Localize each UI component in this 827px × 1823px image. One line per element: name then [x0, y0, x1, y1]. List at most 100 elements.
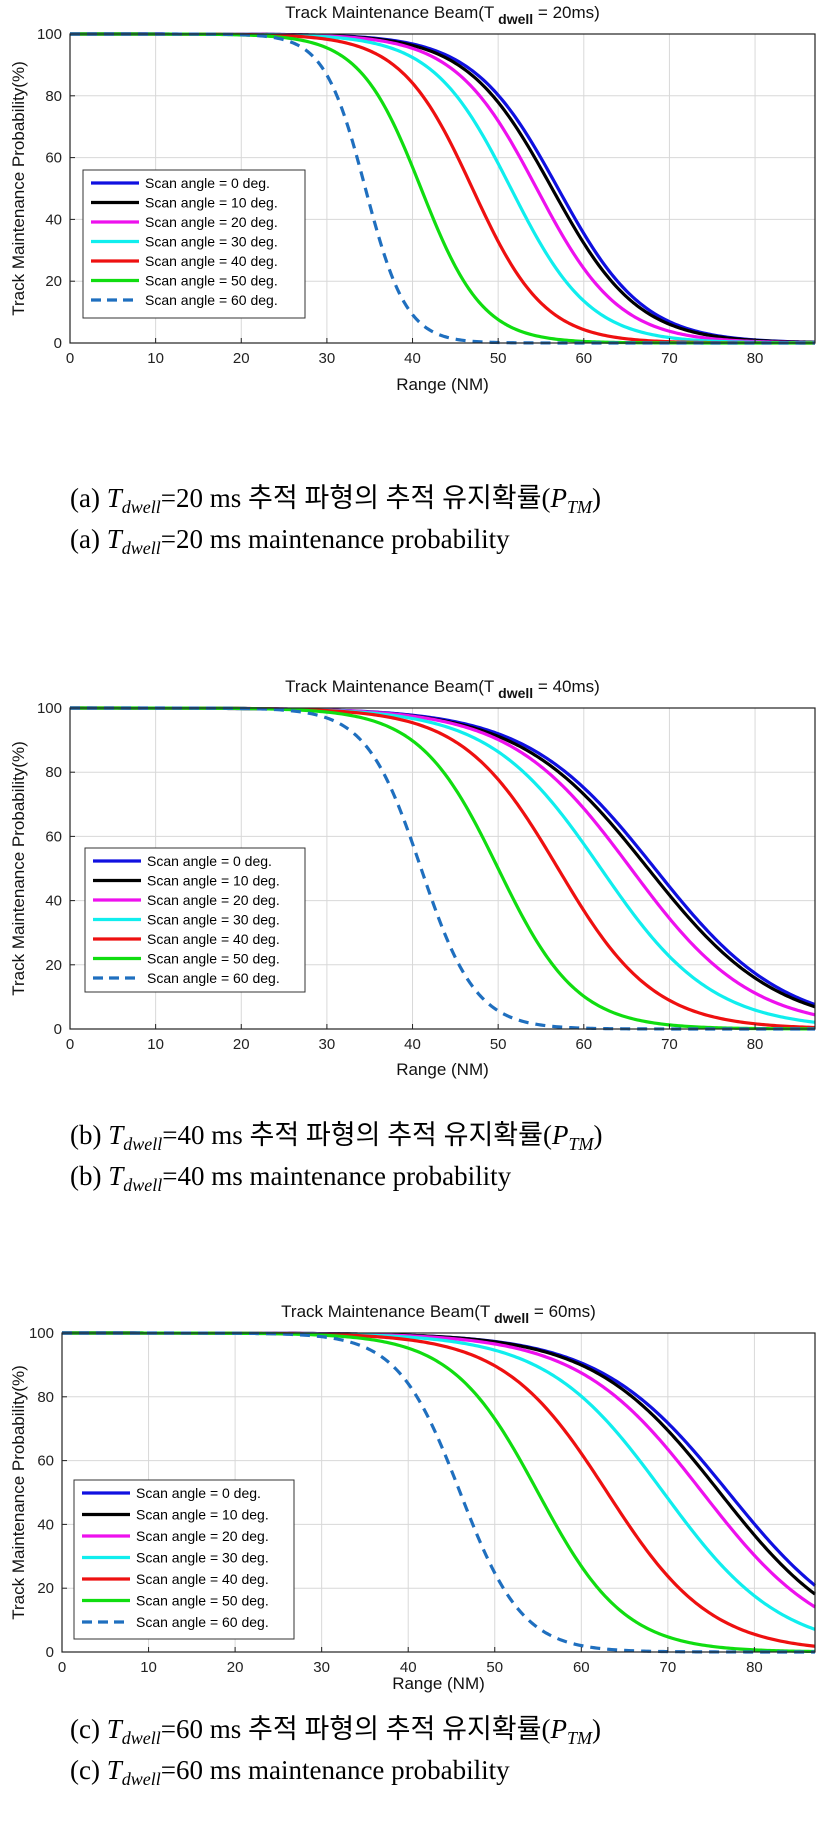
x-tick-label: 20: [233, 350, 250, 367]
x-tick-label: 70: [661, 1036, 678, 1053]
caption-p: P: [550, 1714, 567, 1744]
legend-entry-1: Scan angle = 10 deg.: [147, 873, 280, 889]
caption-t: T: [106, 483, 122, 513]
legend: Scan angle = 0 deg. Scan angle = 10 deg. S…: [82, 169, 306, 319]
chart-c: 0 10 20 30 40 50 60 70 80 0 20 40 60 80 100 Track Maint…: [9, 1302, 817, 1693]
x-tick-label: 30: [319, 1036, 336, 1053]
chart-panel-c: 0 10 20 30 40 50 60 70 80 0 20 40 60 80 100 Track Maint…: [0, 1295, 827, 1823]
caption-english-text: =60 ms maintenance probability: [160, 1755, 510, 1785]
caption-label: (b): [70, 1161, 102, 1191]
x-tick-label: 60: [575, 1036, 592, 1053]
x-tick-label: 40: [400, 1659, 417, 1676]
x-tick-label: 0: [58, 1659, 66, 1676]
x-tick-label: 80: [747, 350, 764, 367]
x-tick-label: 0: [66, 1036, 74, 1053]
chart-b: 0 10 20 30 40 50 60 70 80 0 20 40 60 80 100 Track Maint…: [9, 677, 816, 1079]
legend-entry-4: Scan angle = 40 deg.: [145, 253, 278, 269]
legend-box: [73, 1479, 295, 1640]
caption-t: T: [106, 1714, 122, 1744]
caption-c-english: (c) Tdwell=60 ms maintenance probability: [70, 1755, 510, 1790]
legend-entry-5: Scan angle = 50 deg.: [145, 273, 278, 289]
caption-sub: dwell: [121, 1728, 161, 1748]
x-tick-label: 50: [490, 1036, 507, 1053]
caption-psub: TM: [566, 497, 592, 517]
x-tick-label: 10: [147, 1036, 164, 1053]
legend-entry-2: Scan angle = 20 deg.: [147, 892, 280, 908]
x-axis-label: Range (NM): [396, 1060, 489, 1079]
y-tick-label: 60: [37, 1453, 54, 1470]
y-tick-label: 0: [46, 1644, 54, 1661]
caption-english-text: =20 ms maintenance probability: [160, 524, 510, 554]
caption-sub: dwell: [121, 1769, 161, 1789]
y-tick-label: 60: [45, 150, 62, 167]
y-axis-label: Track Maintenance Probability(%): [9, 61, 28, 315]
plot-frame: [61, 1332, 816, 1653]
y-tick-label: 0: [54, 1021, 62, 1038]
legend-entry-0: Scan angle = 0 deg.: [136, 1485, 261, 1501]
legend-entry-0: Scan angle = 0 deg.: [147, 853, 272, 869]
caption-korean-text: =60 ms 추적 파형의 추적 유지확률(: [160, 1714, 551, 1744]
y-tick-label: 20: [45, 273, 62, 290]
legend-entry-4: Scan angle = 40 deg.: [147, 931, 280, 947]
x-tick-label: 50: [490, 350, 507, 367]
x-axis-label: Range (NM): [396, 375, 489, 394]
caption-label: (a): [70, 483, 100, 513]
legend-entry-2: Scan angle = 20 deg.: [136, 1528, 269, 1544]
y-tick-label: 40: [45, 893, 62, 910]
legend-entry-5: Scan angle = 50 deg.: [147, 951, 280, 967]
y-tick-label: 60: [45, 828, 62, 845]
legend-entry-6: Scan angle = 60 deg.: [136, 1614, 269, 1630]
caption-label: (c): [70, 1755, 100, 1785]
caption-korean-text: =20 ms 추적 파형의 추적 유지확률(: [160, 483, 551, 513]
chart-title: Track Maintenance Beam(T dwell = 60ms): [281, 1302, 596, 1326]
caption-korean-text: =40 ms 추적 파형의 추적 유지확률(: [162, 1120, 552, 1150]
y-tick-label: 20: [37, 1580, 54, 1597]
caption-sub: dwell: [121, 497, 161, 517]
x-axis-label: Range (NM): [392, 1674, 485, 1693]
legend-box: [82, 169, 306, 319]
caption-t: T: [106, 524, 122, 554]
caption-t: T: [106, 1755, 122, 1785]
caption-close: ): [593, 1120, 603, 1150]
x-tick-label: 10: [140, 1659, 157, 1676]
legend: Scan angle = 0 deg. Scan angle = 10 deg. S…: [84, 847, 306, 993]
caption-psub: TM: [566, 1728, 592, 1748]
y-tick-label: 0: [54, 335, 62, 352]
caption-sub: dwell: [123, 1175, 163, 1195]
caption-label: (a): [70, 524, 100, 554]
caption-p: P: [550, 483, 567, 513]
caption-label: (b): [70, 1120, 102, 1150]
legend-entry-0: Scan angle = 0 deg.: [145, 175, 270, 191]
legend-entry-3: Scan angle = 30 deg.: [136, 1550, 269, 1566]
legend-entry-6: Scan angle = 60 deg.: [147, 970, 280, 986]
caption-sub: dwell: [121, 538, 161, 558]
y-tick-label: 20: [45, 957, 62, 974]
chart-panel-b: 0 10 20 30 40 50 60 70 80 0 20 40 60 80 100 Track Maint…: [0, 665, 827, 1225]
caption-t: T: [108, 1161, 124, 1191]
caption-close: ): [591, 1714, 601, 1744]
x-tick-label: 20: [233, 1036, 250, 1053]
caption-t: T: [108, 1120, 124, 1150]
plot-frame: [69, 707, 816, 1030]
x-tick-label: 30: [319, 350, 336, 367]
caption-c-korean: (c) Tdwell=60 ms 추적 파형의 추적 유지확률(PTM): [70, 1707, 601, 1749]
chart-title: Track Maintenance Beam(T dwell = 20ms): [285, 3, 600, 27]
caption-label: (c): [70, 1714, 100, 1744]
plot-frame: [69, 33, 816, 344]
legend: Scan angle = 0 deg. Scan angle = 10 deg. S…: [73, 1479, 295, 1640]
y-tick-label: 40: [37, 1516, 54, 1533]
legend-entry-2: Scan angle = 20 deg.: [145, 214, 278, 230]
y-tick-label: 80: [37, 1389, 54, 1406]
caption-b-korean: (b) Tdwell=40 ms 추적 파형의 추적 유지확률(PTM): [70, 1113, 603, 1155]
x-tick-label: 80: [746, 1659, 763, 1676]
x-tick-label: 50: [486, 1659, 503, 1676]
x-tick-label: 0: [66, 350, 74, 367]
chart-title: Track Maintenance Beam(T dwell = 40ms): [285, 677, 600, 701]
legend-entry-6: Scan angle = 60 deg.: [145, 292, 278, 308]
x-tick-label: 60: [573, 1659, 590, 1676]
y-axis-label: Track Maintenance Probability(%): [9, 741, 28, 995]
caption-a-korean: (a) Tdwell=20 ms 추적 파형의 추적 유지확률(PTM): [70, 476, 601, 518]
y-tick-label: 100: [37, 700, 62, 717]
legend-entry-3: Scan angle = 30 deg.: [145, 234, 278, 250]
legend-entry-1: Scan angle = 10 deg.: [145, 195, 278, 211]
